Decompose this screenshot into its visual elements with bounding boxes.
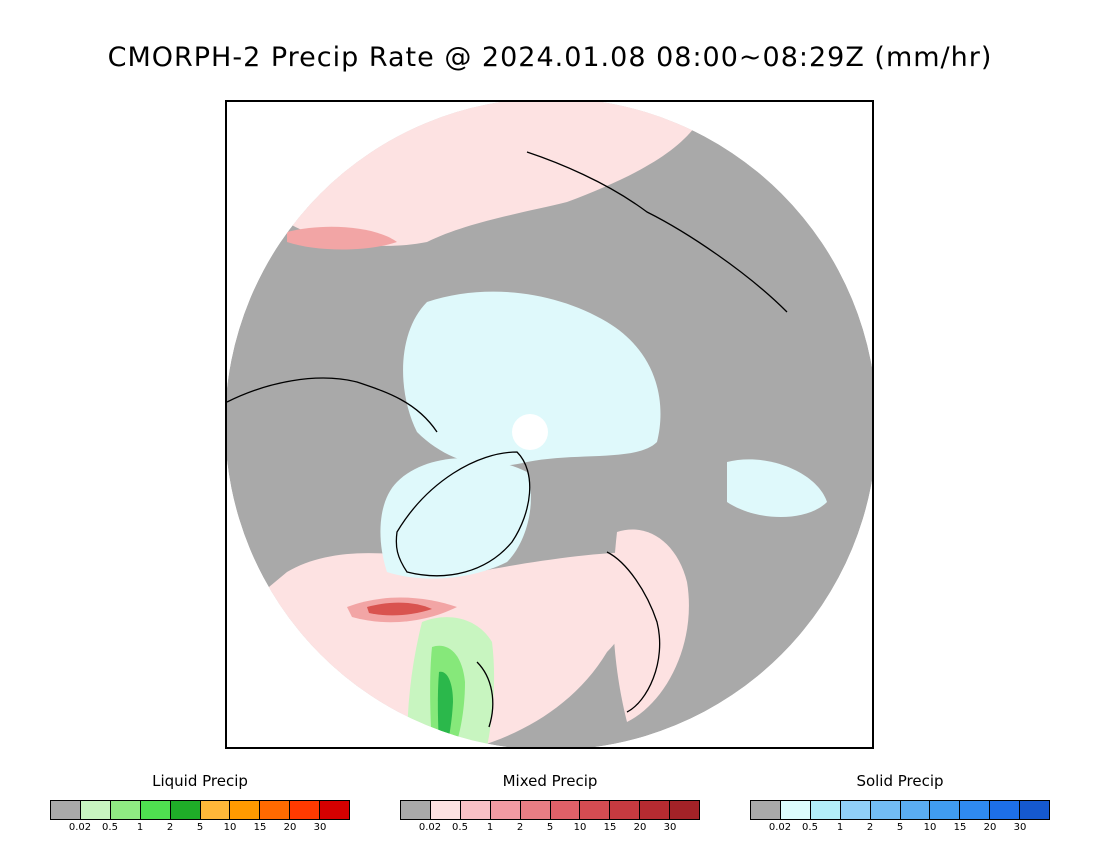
tick-label: 5 xyxy=(196,822,204,833)
legend-swatch xyxy=(430,801,461,819)
tick-label: 2 xyxy=(166,822,174,833)
tick-label: 10 xyxy=(923,822,937,833)
legend-swatch xyxy=(550,801,581,819)
color-scale-bar xyxy=(750,800,1050,820)
legend-liquid: Liquid Precip 0.02 0.5 1 2 5 10 15 20 30 xyxy=(50,772,350,834)
tick-label: 0.02 xyxy=(768,822,792,833)
tick-label: 20 xyxy=(633,822,647,833)
tick-label: 20 xyxy=(283,822,297,833)
map-disc xyxy=(227,102,872,747)
legend-swatch xyxy=(960,801,991,819)
legend-swatch xyxy=(140,801,171,819)
legend-swatch xyxy=(840,801,871,819)
tick-label: 0.02 xyxy=(68,822,92,833)
legend-swatch xyxy=(170,801,201,819)
tick-label: 30 xyxy=(313,822,327,833)
coastlines xyxy=(227,151,788,728)
tick-labels: 0.02 0.5 1 2 5 10 15 20 30 xyxy=(750,820,1050,834)
color-scale-bar xyxy=(50,800,350,820)
legend-swatch xyxy=(640,801,671,819)
tick-label: 10 xyxy=(573,822,587,833)
tick-label: 5 xyxy=(546,822,554,833)
legend-swatch xyxy=(260,801,291,819)
legend-swatch xyxy=(580,801,611,819)
legend-swatch xyxy=(230,801,261,819)
legend-swatch xyxy=(80,801,111,819)
tick-label: 5 xyxy=(896,822,904,833)
solid-precip-region-greenland xyxy=(380,458,531,579)
legend-swatch xyxy=(51,801,81,819)
legend-swatch xyxy=(110,801,141,819)
tick-label: 1 xyxy=(486,822,494,833)
legend-swatch xyxy=(900,801,931,819)
tick-labels: 0.02 0.5 1 2 5 10 15 20 30 xyxy=(400,820,700,834)
map-canvas xyxy=(227,102,872,747)
legend-title: Mixed Precip xyxy=(502,772,598,790)
tick-label: 0.02 xyxy=(418,822,442,833)
legend-swatch xyxy=(320,801,350,819)
legend-swatch xyxy=(670,801,700,819)
legend-swatch xyxy=(290,801,321,819)
legend-swatch xyxy=(401,801,431,819)
tick-label: 30 xyxy=(1013,822,1027,833)
pole-data-gap xyxy=(512,414,548,450)
tick-label: 20 xyxy=(983,822,997,833)
solid-precip-region-arctic xyxy=(403,291,661,466)
polar-map[interactable] xyxy=(225,100,874,749)
tick-label: 2 xyxy=(866,822,874,833)
tick-label: 1 xyxy=(136,822,144,833)
legend-title: Liquid Precip xyxy=(152,772,248,790)
map-outside xyxy=(227,102,872,747)
tick-label: 0.5 xyxy=(802,822,818,833)
legend-swatch xyxy=(1020,801,1050,819)
tick-label: 0.5 xyxy=(452,822,468,833)
legend-mixed: Mixed Precip 0.02 0.5 1 2 5 10 15 20 30 xyxy=(400,772,700,834)
tick-label: 2 xyxy=(516,822,524,833)
color-scale-bar xyxy=(400,800,700,820)
legend-swatch xyxy=(610,801,641,819)
legend-solid: Solid Precip 0.02 0.5 1 2 5 10 15 20 30 xyxy=(750,772,1050,834)
legend-swatch xyxy=(460,801,491,819)
tick-label: 1 xyxy=(836,822,844,833)
tick-label: 15 xyxy=(603,822,617,833)
legend-title: Solid Precip xyxy=(856,772,944,790)
tick-label: 30 xyxy=(663,822,677,833)
legend-swatch xyxy=(490,801,521,819)
mixed-precip-core xyxy=(367,602,432,616)
tick-label: 0.5 xyxy=(102,822,118,833)
legend-swatch xyxy=(780,801,811,819)
tick-label: 10 xyxy=(223,822,237,833)
mixed-precip-band-alaska xyxy=(287,226,397,250)
legend-swatch xyxy=(810,801,841,819)
legend-swatch xyxy=(990,801,1021,819)
chart-title: CMORPH-2 Precip Rate @ 2024.01.08 08:00~… xyxy=(107,42,993,73)
tick-labels: 0.02 0.5 1 2 5 10 15 20 30 xyxy=(50,820,350,834)
legend-swatch xyxy=(870,801,901,819)
liquid-precip-max xyxy=(437,671,453,747)
legend-swatch xyxy=(200,801,231,819)
solid-precip-region-siberia xyxy=(727,459,827,517)
legend-swatch xyxy=(520,801,551,819)
mixed-precip-region-scandinavia xyxy=(612,529,689,722)
legend-swatch xyxy=(930,801,961,819)
tick-label: 15 xyxy=(253,822,267,833)
legend-swatch xyxy=(751,801,781,819)
tick-label: 15 xyxy=(953,822,967,833)
